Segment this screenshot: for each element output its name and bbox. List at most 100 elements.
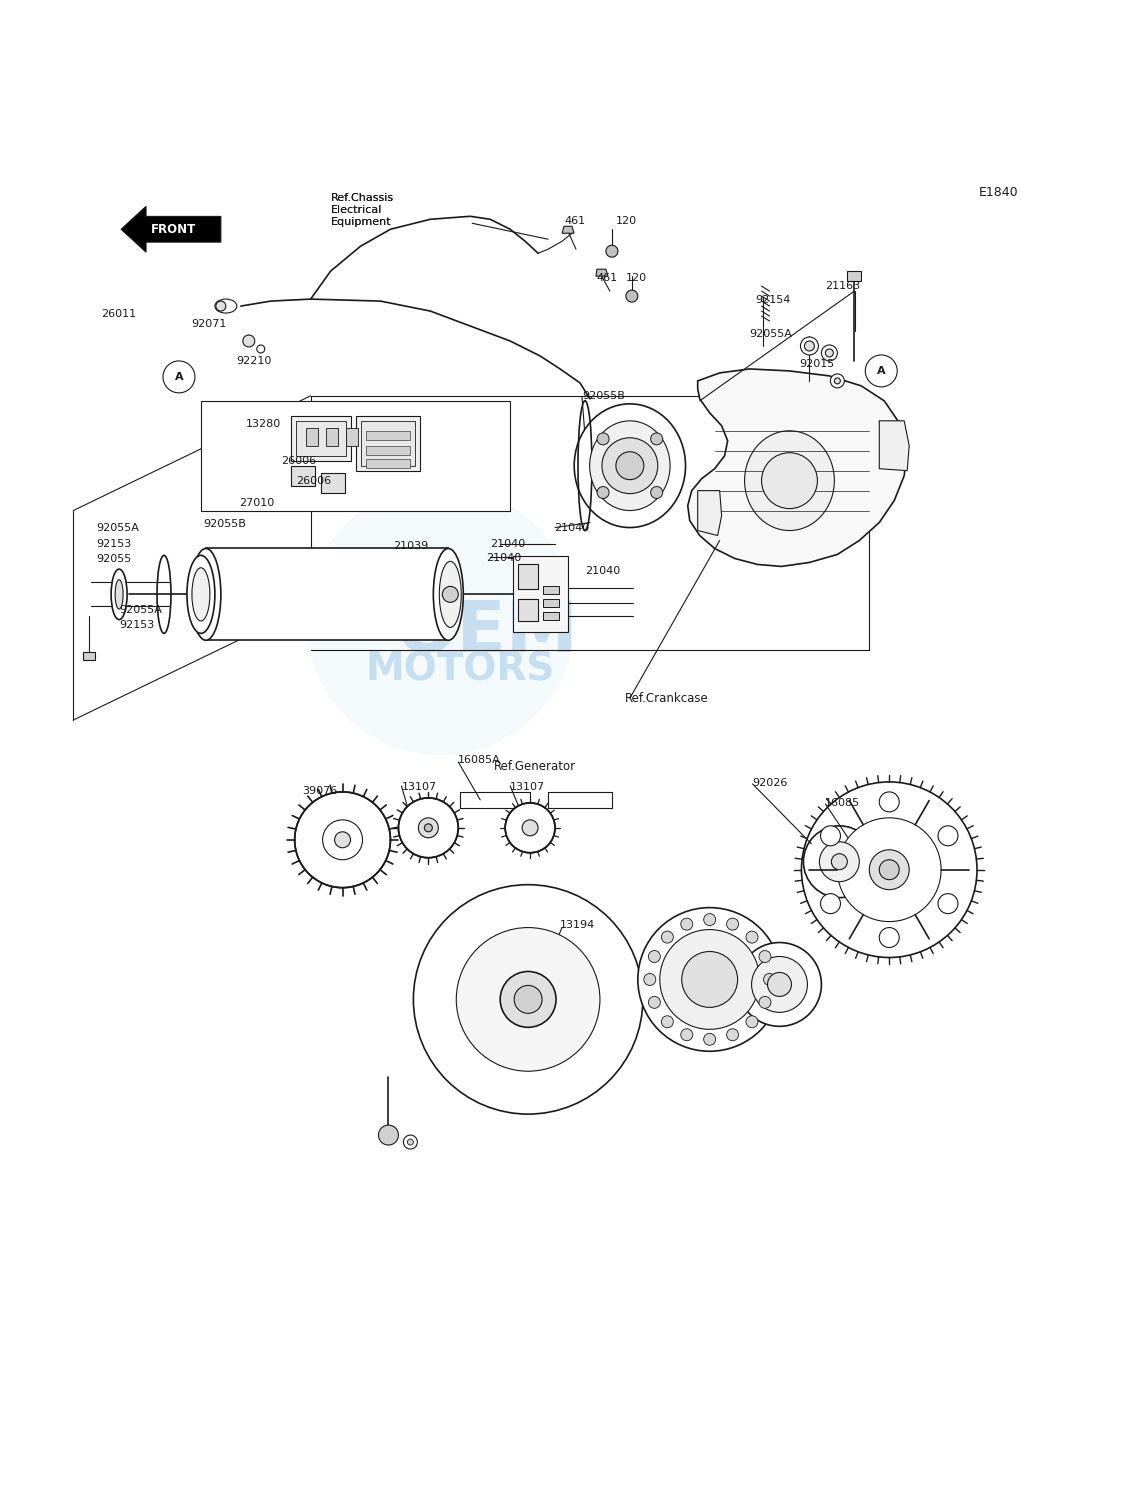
Bar (543, 587, 559, 594)
Bar (346, 428, 357, 446)
Circle shape (425, 824, 433, 832)
Text: MOTORS: MOTORS (365, 650, 554, 689)
Text: 21040: 21040 (585, 566, 620, 576)
Text: Ref.Chassis
Electrical
Equipment: Ref.Chassis Electrical Equipment (331, 194, 394, 227)
Text: 21039: 21039 (394, 540, 428, 551)
Circle shape (879, 928, 899, 947)
Text: 21040: 21040 (487, 554, 521, 563)
Circle shape (163, 360, 195, 393)
Circle shape (216, 302, 226, 311)
Bar (518, 599, 538, 621)
Polygon shape (596, 269, 608, 276)
Bar (360, 420, 416, 465)
Circle shape (825, 348, 833, 357)
Circle shape (759, 950, 771, 962)
Text: Ref.Generator: Ref.Generator (494, 760, 576, 773)
Text: 120: 120 (615, 216, 637, 227)
Text: E1840: E1840 (979, 186, 1018, 200)
Text: FRONT: FRONT (152, 222, 196, 236)
Circle shape (408, 1139, 413, 1145)
Circle shape (442, 587, 458, 602)
Text: A: A (174, 372, 184, 381)
Circle shape (649, 950, 660, 962)
Text: 92026: 92026 (753, 778, 788, 788)
Text: A: A (877, 366, 885, 375)
Bar (365, 459, 410, 468)
Circle shape (681, 919, 692, 931)
Circle shape (869, 850, 909, 890)
Circle shape (615, 452, 644, 480)
Ellipse shape (574, 404, 685, 527)
Bar (290, 416, 350, 461)
Bar (543, 612, 559, 620)
Circle shape (831, 854, 847, 869)
Circle shape (879, 860, 899, 880)
Circle shape (651, 486, 662, 498)
Text: 92154: 92154 (755, 296, 791, 305)
Circle shape (597, 432, 610, 444)
Circle shape (763, 974, 776, 986)
Bar (847, 272, 861, 281)
Ellipse shape (215, 299, 236, 314)
Circle shape (651, 432, 662, 444)
Text: 92055B: 92055B (203, 518, 246, 528)
Polygon shape (698, 491, 722, 536)
Text: 92055A: 92055A (96, 522, 139, 533)
Circle shape (514, 986, 542, 1013)
Bar (83, 653, 95, 660)
Polygon shape (563, 227, 574, 233)
Bar (205, 548, 449, 641)
Ellipse shape (440, 561, 461, 627)
Text: 92055A: 92055A (750, 329, 792, 339)
Ellipse shape (456, 928, 600, 1072)
Ellipse shape (638, 908, 782, 1051)
Bar (513, 557, 568, 632)
Text: 27010: 27010 (239, 498, 274, 507)
Ellipse shape (413, 884, 643, 1114)
Ellipse shape (837, 818, 941, 922)
Circle shape (501, 971, 556, 1027)
Circle shape (752, 956, 807, 1012)
Circle shape (606, 245, 618, 257)
Text: Equipment: Equipment (331, 218, 391, 227)
Text: 13107: 13107 (402, 782, 436, 793)
Circle shape (821, 893, 840, 914)
Text: 92153: 92153 (119, 620, 154, 630)
Text: 16085A: 16085A (458, 755, 501, 766)
Circle shape (746, 931, 758, 943)
Circle shape (305, 486, 575, 755)
Text: 13107: 13107 (510, 782, 545, 793)
Circle shape (682, 952, 738, 1007)
Text: 21163: 21163 (825, 281, 861, 291)
Circle shape (938, 893, 957, 914)
Circle shape (768, 973, 791, 997)
Text: 26006: 26006 (281, 456, 316, 465)
Ellipse shape (295, 793, 390, 887)
Circle shape (830, 374, 844, 387)
Text: 92015: 92015 (799, 359, 835, 369)
Bar (326, 428, 338, 446)
Circle shape (822, 345, 837, 360)
Circle shape (602, 438, 658, 494)
Text: 26006: 26006 (296, 476, 331, 486)
Text: 92055B: 92055B (582, 390, 625, 401)
Ellipse shape (187, 555, 215, 633)
Circle shape (746, 1016, 758, 1028)
Text: 120: 120 (626, 273, 647, 284)
Circle shape (820, 842, 860, 881)
Circle shape (704, 1033, 715, 1045)
Ellipse shape (323, 820, 363, 860)
Text: 461: 461 (564, 216, 585, 227)
Text: 21040: 21040 (554, 522, 589, 533)
Text: 13194: 13194 (560, 920, 596, 929)
Circle shape (804, 826, 875, 898)
Circle shape (879, 793, 899, 812)
Ellipse shape (745, 431, 835, 530)
Text: 92153: 92153 (96, 539, 131, 548)
Circle shape (727, 919, 738, 931)
Circle shape (938, 826, 957, 845)
Circle shape (243, 335, 255, 347)
Circle shape (759, 997, 771, 1009)
Circle shape (649, 997, 660, 1009)
Polygon shape (121, 206, 220, 252)
